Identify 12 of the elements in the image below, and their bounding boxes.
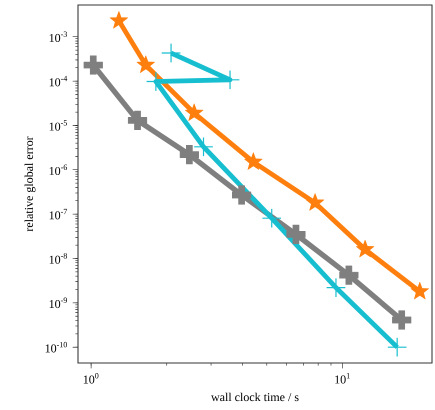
y-tick-label: 10$^{-6}$	[50, 164, 68, 176]
y-tick-label: 10$^{-4}$	[50, 76, 68, 86]
x-tick-label: 10$^{0}$	[84, 373, 98, 384]
y-axis-title: relative global error	[24, 136, 36, 232]
y-tick-label: 10$^{-9}$	[50, 298, 67, 308]
x-tick-label: 10$^{1}$	[335, 373, 350, 384]
y-tick-label: 10$^{-5}$	[50, 120, 68, 131]
y-tick-label: 10$^{-10}$	[46, 342, 68, 352]
y-tick-label: 10$^{-7}$	[50, 208, 68, 220]
x-axis-title: wall clock time / s	[211, 392, 299, 402]
y-tick-label: 10$^{-8}$	[50, 253, 68, 264]
y-tick-label: 10$^{-3}$	[50, 31, 68, 42]
